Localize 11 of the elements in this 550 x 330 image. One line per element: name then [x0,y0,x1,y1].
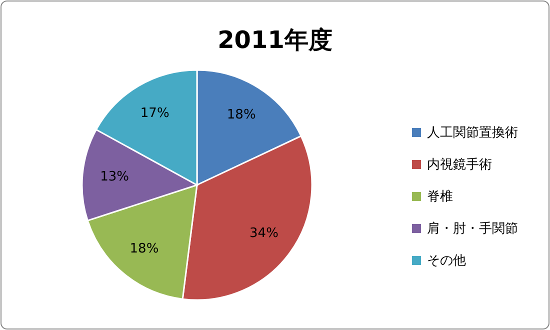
data-label: 17% [140,106,170,122]
legend-label: その他 [427,254,466,268]
legend-label: 内視鏡手術 [427,158,492,172]
legend-label: 人工関節置換術 [427,126,518,140]
data-label: 18% [130,241,159,256]
data-label: 18% [226,108,256,123]
data-label: 34% [250,226,278,242]
chart-title: 2011年度 [218,26,332,54]
legend-label: 肩・肘・手関節 [427,220,518,236]
data-label: 13% [100,170,130,185]
legend-label: 脊椎 [427,190,453,204]
